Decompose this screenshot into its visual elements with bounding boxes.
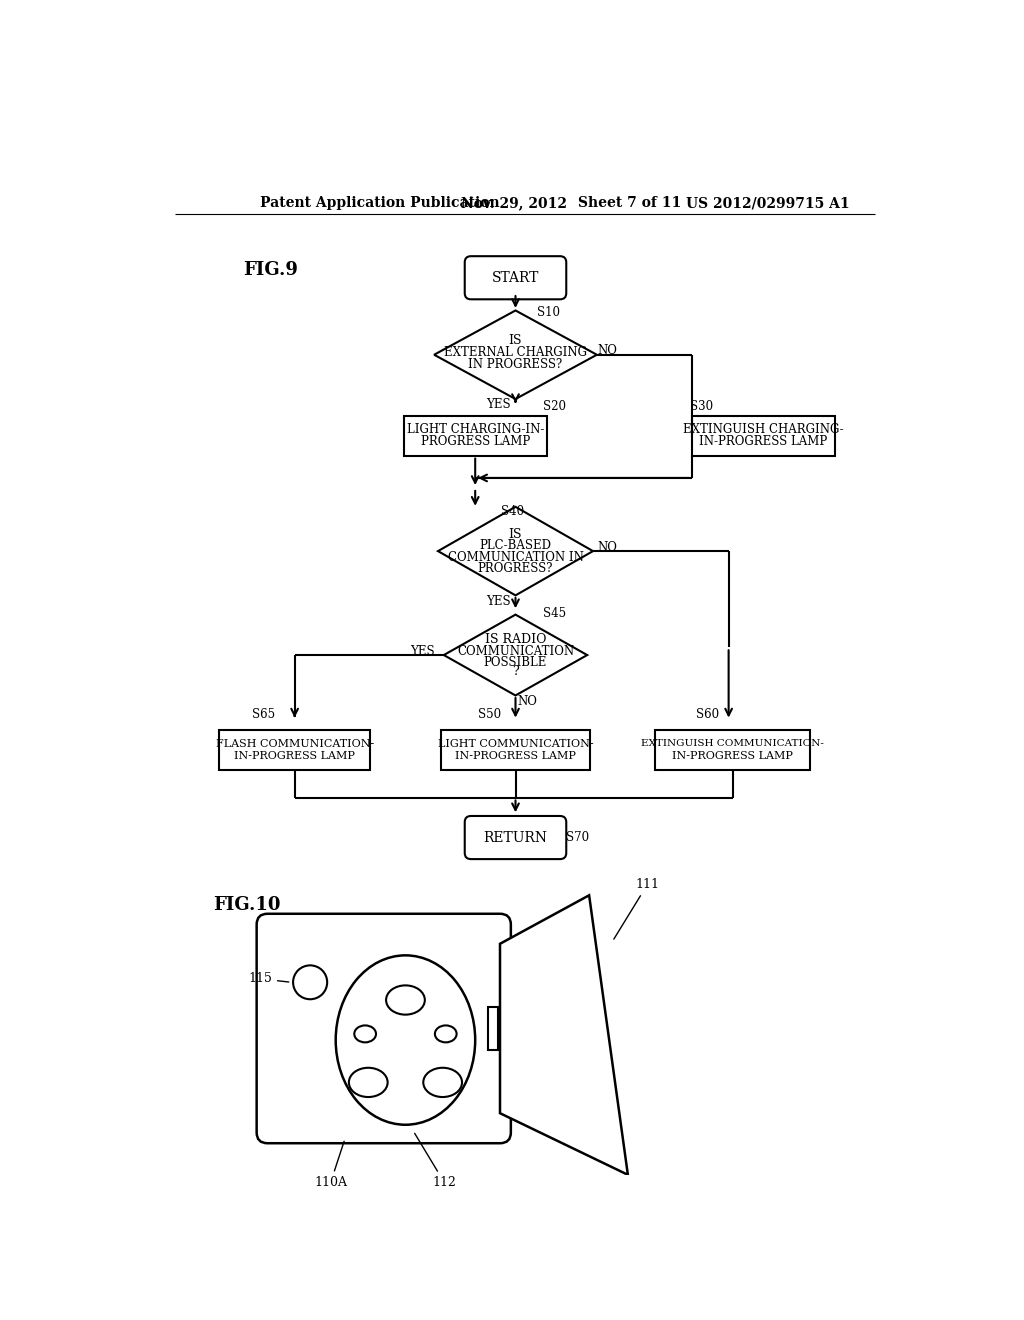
Text: START: START	[492, 271, 540, 285]
Text: PROGRESS?: PROGRESS?	[478, 562, 553, 576]
Text: RETURN: RETURN	[483, 830, 548, 845]
Text: LIGHT COMMUNICATION-: LIGHT COMMUNICATION-	[437, 739, 593, 748]
Text: FIG.9: FIG.9	[243, 261, 298, 279]
Text: S65: S65	[252, 708, 275, 721]
Polygon shape	[443, 615, 587, 696]
Bar	[487, 1007, 499, 1051]
FancyBboxPatch shape	[465, 816, 566, 859]
Text: NO: NO	[517, 694, 537, 708]
Polygon shape	[500, 895, 628, 1175]
FancyBboxPatch shape	[465, 256, 566, 300]
Bar	[441, 730, 590, 770]
Text: IN-PROGRESS LAMP: IN-PROGRESS LAMP	[455, 751, 575, 760]
Text: POSSIBLE: POSSIBLE	[483, 656, 547, 669]
Ellipse shape	[423, 1068, 462, 1097]
Circle shape	[293, 965, 328, 999]
Text: S10: S10	[537, 306, 559, 319]
Ellipse shape	[336, 956, 475, 1125]
Polygon shape	[438, 507, 593, 595]
FancyBboxPatch shape	[257, 913, 511, 1143]
Text: YES: YES	[411, 644, 435, 657]
Text: IN-PROGRESS LAMP: IN-PROGRESS LAMP	[672, 751, 793, 760]
Text: S40: S40	[501, 504, 524, 517]
Text: FIG.10: FIG.10	[213, 896, 281, 915]
Text: LIGHT CHARGING-IN-: LIGHT CHARGING-IN-	[407, 422, 544, 436]
Text: IS: IS	[509, 334, 522, 347]
Text: Nov. 29, 2012: Nov. 29, 2012	[461, 197, 567, 210]
Text: YES: YES	[486, 594, 511, 607]
Bar	[692, 416, 836, 455]
Text: S50: S50	[477, 708, 501, 721]
Text: EXTERNAL CHARGING: EXTERNAL CHARGING	[444, 346, 587, 359]
Text: 110A: 110A	[314, 1142, 347, 1189]
Text: PROGRESS LAMP: PROGRESS LAMP	[421, 436, 529, 449]
Text: ?: ?	[512, 665, 519, 678]
Bar	[655, 730, 810, 770]
Bar	[403, 416, 547, 455]
Text: IS: IS	[509, 528, 522, 541]
Text: PLC-BASED: PLC-BASED	[479, 539, 552, 552]
Text: IS RADIO: IS RADIO	[484, 634, 546, 647]
Text: Sheet 7 of 11: Sheet 7 of 11	[578, 197, 681, 210]
Text: COMMUNICATION: COMMUNICATION	[457, 644, 574, 657]
Ellipse shape	[386, 985, 425, 1015]
Text: 112: 112	[415, 1134, 457, 1189]
Ellipse shape	[435, 1026, 457, 1043]
Text: S30: S30	[690, 400, 713, 413]
Text: 111: 111	[613, 878, 659, 939]
Text: IN-PROGRESS LAMP: IN-PROGRESS LAMP	[699, 436, 827, 449]
Text: Patent Application Publication: Patent Application Publication	[260, 197, 500, 210]
Ellipse shape	[349, 1068, 388, 1097]
Text: EXTINGUISH COMMUNICATION-: EXTINGUISH COMMUNICATION-	[641, 739, 824, 748]
Text: S60: S60	[696, 708, 719, 721]
Text: IN-PROGRESS LAMP: IN-PROGRESS LAMP	[234, 751, 355, 760]
Text: NO: NO	[597, 345, 616, 358]
Text: EXTINGUISH CHARGING-: EXTINGUISH CHARGING-	[683, 422, 844, 436]
Polygon shape	[434, 310, 597, 399]
Ellipse shape	[354, 1026, 376, 1043]
Bar	[219, 730, 371, 770]
Text: S20: S20	[543, 400, 565, 413]
Text: S45: S45	[543, 607, 566, 620]
Text: IN PROGRESS?: IN PROGRESS?	[468, 358, 562, 371]
Text: US 2012/0299715 A1: US 2012/0299715 A1	[686, 197, 850, 210]
Text: S70: S70	[566, 832, 589, 843]
Text: 115: 115	[248, 973, 289, 985]
Text: YES: YES	[486, 399, 511, 412]
Text: FLASH COMMUNICATION-: FLASH COMMUNICATION-	[215, 739, 374, 748]
Text: NO: NO	[597, 541, 616, 554]
Text: COMMUNICATION IN: COMMUNICATION IN	[447, 550, 584, 564]
